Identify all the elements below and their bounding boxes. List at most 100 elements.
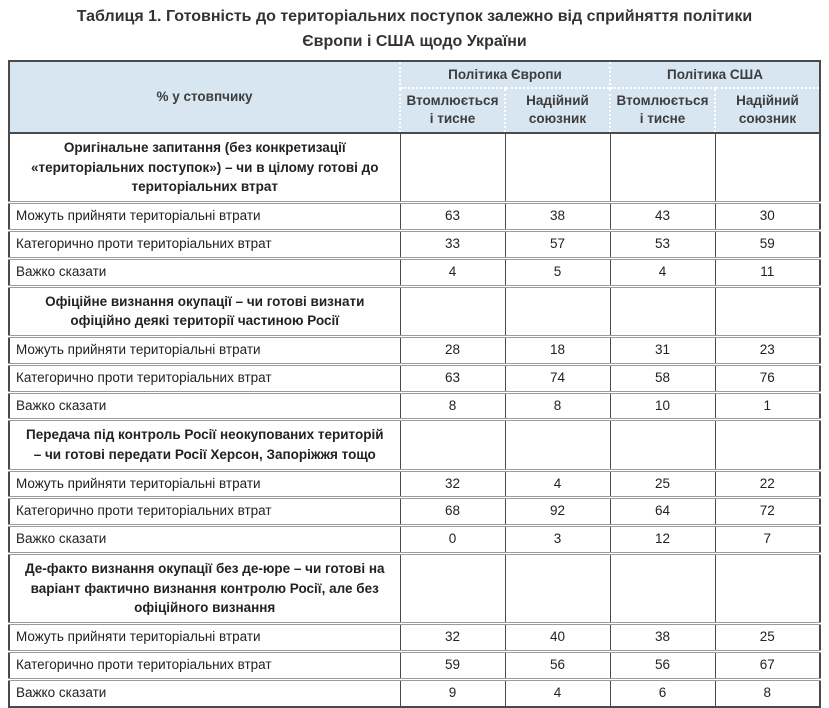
- value-cell: 18: [504, 334, 610, 365]
- table-row: Важко сказати 0 3 12 7: [8, 524, 820, 554]
- header-subcolumn-row: Втомлюється і тисне Надійний союзник Вто…: [9, 87, 820, 134]
- value-cell: 6: [609, 677, 715, 707]
- subcolumn-usa-tired: Втомлюється і тисне: [609, 87, 715, 134]
- value-cell: 11: [714, 256, 820, 287]
- section-question: Офіційне визнання окупації – чи готові в…: [8, 284, 400, 337]
- section-question: Де-факто визнання окупації без де-юре – …: [8, 552, 400, 624]
- empty-cell: [714, 552, 820, 624]
- empty-cell: [399, 418, 505, 471]
- row-label: Можуть прийняти територіальні втрати: [8, 200, 400, 231]
- value-cell: 59: [399, 649, 505, 680]
- section-header-row: Офіційне визнання окупації – чи готові в…: [8, 284, 820, 337]
- value-cell: 31: [609, 334, 715, 365]
- value-cell: 58: [609, 362, 715, 392]
- value-cell: 7: [714, 524, 820, 554]
- value-cell: 1: [714, 390, 820, 420]
- section-header-row: Оригінальне запитання (без конкретизації…: [8, 133, 820, 203]
- row-label: Можуть прийняти територіальні втрати: [8, 334, 400, 365]
- value-cell: 8: [714, 677, 820, 707]
- table-row: Важко сказати 8 8 10 1: [8, 390, 820, 420]
- row-label: Важко сказати: [8, 677, 400, 707]
- value-cell: 5: [504, 256, 610, 287]
- table-row: Важко сказати 9 4 6 8: [8, 677, 820, 707]
- value-cell: 8: [504, 390, 610, 420]
- section-question: Оригінальне запитання (без конкретизації…: [8, 133, 400, 203]
- subcolumn-europe-ally: Надійний союзник: [504, 87, 610, 134]
- value-cell: 63: [399, 362, 505, 392]
- empty-cell: [609, 418, 715, 471]
- section-header-row: Передача під контроль Росії неокупованих…: [8, 418, 820, 471]
- value-cell: 30: [714, 200, 820, 231]
- empty-cell: [609, 133, 715, 203]
- statistics-table: % у стовпчику Політика Європи Політика С…: [8, 59, 821, 708]
- table-row: Можуть прийняти територіальні втрати 28 18…: [8, 334, 820, 365]
- table-row: Категорично проти територіальних втрат 59…: [8, 649, 820, 680]
- value-cell: 9: [399, 677, 505, 707]
- value-cell: 57: [504, 228, 610, 259]
- table-row: Категорично проти територіальних втрат 63…: [8, 362, 820, 392]
- value-cell: 25: [609, 468, 715, 498]
- value-cell: 22: [714, 468, 820, 498]
- value-cell: 72: [714, 496, 820, 526]
- row-label: Категорично проти територіальних втрат: [8, 649, 400, 680]
- value-cell: 10: [609, 390, 715, 420]
- empty-cell: [399, 552, 505, 624]
- table-row: Категорично проти територіальних втрат 33…: [8, 228, 820, 259]
- empty-cell: [714, 418, 820, 471]
- row-label: Категорично проти територіальних втрат: [8, 228, 400, 259]
- value-cell: 32: [399, 621, 505, 652]
- column-group-europe: Політика Європи: [399, 60, 610, 89]
- row-label: Категорично проти територіальних втрат: [8, 362, 400, 392]
- value-cell: 25: [714, 621, 820, 652]
- value-cell: 56: [504, 649, 610, 680]
- value-cell: 8: [399, 390, 505, 420]
- value-cell: 68: [399, 496, 505, 526]
- row-label: Можуть прийняти територіальні втрати: [8, 468, 400, 498]
- corner-header-cell: % у стовпчику: [8, 60, 400, 134]
- empty-cell: [504, 552, 610, 624]
- empty-cell: [714, 284, 820, 337]
- value-cell: 92: [504, 496, 610, 526]
- table-row: Можуть прийняти територіальні втрати 63 38…: [8, 200, 820, 231]
- value-cell: 74: [504, 362, 610, 392]
- value-cell: 28: [399, 334, 505, 365]
- table-row: Можуть прийняти територіальні втрати 32 4 2…: [8, 468, 820, 498]
- page-title: Таблиця 1. Готовність до територіальних …: [76, 8, 753, 50]
- value-cell: 33: [399, 228, 505, 259]
- row-label: Можуть прийняти територіальні втрати: [8, 621, 400, 652]
- table-row: Можуть прийняти територіальні втрати 32 40…: [8, 621, 820, 652]
- value-cell: 59: [714, 228, 820, 259]
- header-group-row: % у стовпчику Політика Європи Політика С…: [8, 60, 820, 134]
- value-cell: 4: [399, 256, 505, 287]
- value-cell: 53: [609, 228, 715, 259]
- section-question: Передача під контроль Росії неокупованих…: [8, 418, 400, 471]
- value-cell: 43: [609, 200, 715, 231]
- value-cell: 64: [609, 496, 715, 526]
- value-cell: 0: [399, 524, 505, 554]
- row-label: Важко сказати: [8, 390, 400, 420]
- value-cell: 32: [399, 468, 505, 498]
- column-group-usa: Політика США: [609, 60, 820, 89]
- empty-cell: [609, 284, 715, 337]
- row-label: Важко сказати: [8, 524, 400, 554]
- value-cell: 40: [504, 621, 610, 652]
- empty-cell: [399, 133, 505, 203]
- value-cell: 67: [714, 649, 820, 680]
- value-cell: 4: [609, 256, 715, 287]
- value-cell: 12: [609, 524, 715, 554]
- empty-cell: [504, 133, 610, 203]
- value-cell: 38: [609, 621, 715, 652]
- table-body: Оригінальне запитання (без конкретизації…: [8, 133, 820, 707]
- value-cell: 3: [504, 524, 610, 554]
- empty-cell: [504, 418, 610, 471]
- empty-cell: [399, 284, 505, 337]
- row-label: Категорично проти територіальних втрат: [8, 496, 400, 526]
- subcolumn-europe-tired: Втомлюється і тисне: [399, 87, 505, 134]
- value-cell: 4: [504, 677, 610, 707]
- table-header: % у стовпчику Політика Європи Політика С…: [8, 60, 820, 134]
- empty-cell: [714, 133, 820, 203]
- value-cell: 4: [504, 468, 610, 498]
- row-label: Важко сказати: [8, 256, 400, 287]
- value-cell: 56: [609, 649, 715, 680]
- empty-cell: [609, 552, 715, 624]
